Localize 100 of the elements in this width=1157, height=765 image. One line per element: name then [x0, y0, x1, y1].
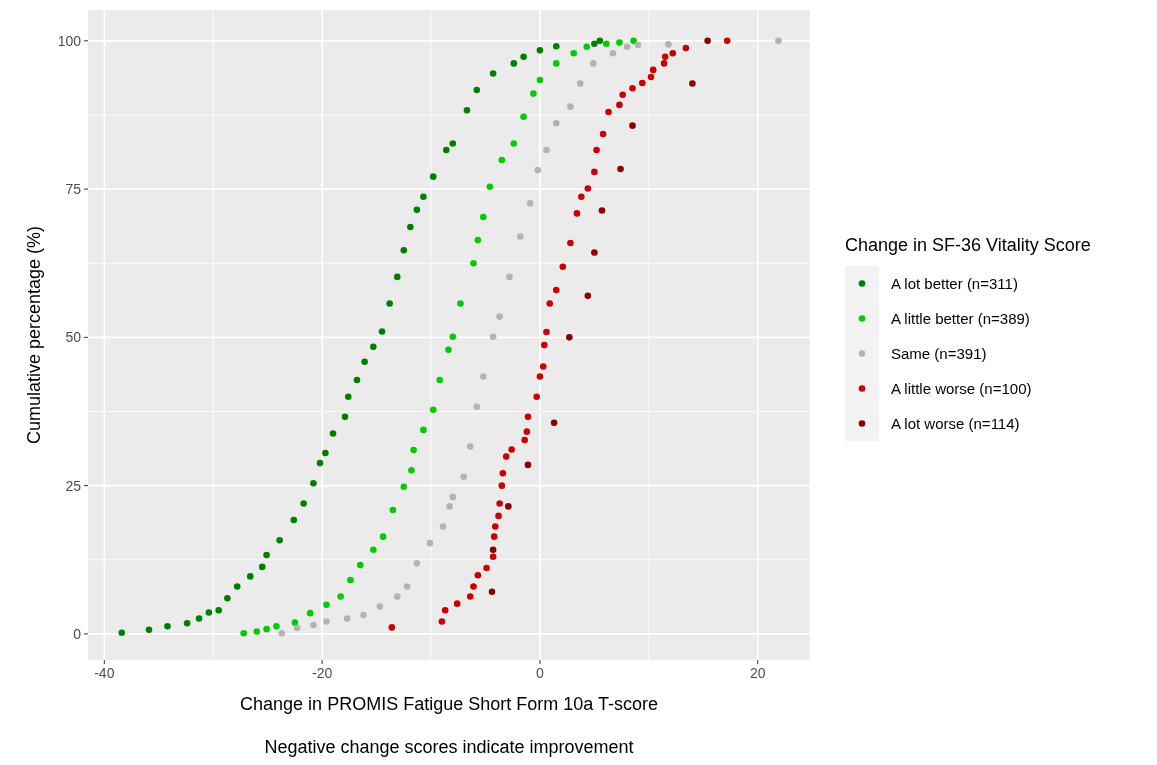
point — [322, 449, 329, 457]
point — [486, 183, 494, 191]
point — [599, 130, 607, 138]
point — [263, 625, 270, 633]
point — [498, 482, 506, 489]
point — [505, 503, 512, 510]
point — [466, 593, 474, 600]
point — [410, 446, 417, 454]
point — [609, 49, 617, 57]
point — [276, 536, 283, 544]
point — [530, 90, 537, 97]
point — [617, 165, 624, 173]
y-axis-title: Cumulative percentage (%) — [24, 225, 44, 445]
point — [436, 376, 444, 384]
point — [567, 239, 574, 247]
point — [583, 43, 591, 51]
point — [273, 622, 280, 630]
point — [546, 300, 554, 307]
y-tick-label: 25 — [65, 477, 82, 494]
point — [552, 286, 560, 294]
point — [647, 73, 655, 81]
point — [539, 363, 547, 370]
point — [400, 246, 408, 254]
point — [449, 333, 457, 341]
point — [306, 609, 314, 617]
point — [669, 49, 677, 57]
legend-label: A lot worse (n=114) — [891, 414, 1020, 432]
point — [499, 469, 507, 477]
point — [441, 606, 449, 614]
point — [263, 551, 270, 559]
point — [591, 40, 598, 48]
x-tick-label: -20 — [312, 665, 333, 681]
point — [347, 576, 354, 584]
point — [584, 292, 592, 300]
point — [526, 200, 534, 207]
point — [473, 403, 481, 411]
point — [566, 334, 573, 341]
point — [215, 606, 222, 614]
point — [316, 459, 324, 467]
point — [445, 346, 452, 354]
point — [533, 393, 540, 400]
point — [619, 91, 626, 99]
point — [616, 101, 623, 109]
legend-label: A little better (n=389) — [891, 309, 1030, 327]
point — [438, 618, 446, 625]
point — [420, 193, 427, 201]
point — [573, 210, 581, 217]
point — [337, 593, 344, 600]
legend-label: A little worse (n=100) — [891, 379, 1032, 397]
point — [353, 376, 361, 384]
point — [446, 503, 453, 510]
y-tick-label: 100 — [57, 32, 82, 49]
point — [543, 146, 550, 154]
point — [523, 428, 531, 435]
point — [639, 79, 646, 87]
point — [378, 328, 386, 335]
point — [379, 533, 387, 540]
point — [449, 493, 457, 501]
point — [584, 185, 592, 192]
point — [323, 601, 330, 609]
point — [413, 560, 421, 567]
point — [496, 500, 503, 507]
point — [376, 603, 384, 610]
point — [449, 140, 457, 147]
point — [457, 300, 464, 307]
point — [510, 60, 518, 67]
point — [591, 249, 598, 256]
point — [470, 583, 477, 590]
point — [323, 618, 330, 625]
point — [463, 106, 471, 114]
point — [510, 140, 518, 147]
x-axis-title: Change in PROMIS Fatigue Short Form 10a T-score — [240, 694, 658, 714]
point — [591, 168, 598, 176]
legend-label: Same (n=391) — [891, 344, 987, 362]
point — [439, 523, 447, 530]
point — [413, 206, 421, 214]
point — [524, 461, 532, 469]
point — [370, 343, 377, 351]
text: Negative change scores indicate improvement — [264, 737, 634, 757]
point — [598, 207, 606, 214]
point — [356, 561, 364, 569]
point — [389, 506, 397, 514]
point — [442, 146, 450, 154]
point — [578, 193, 585, 201]
point — [596, 37, 604, 45]
point — [589, 60, 597, 67]
point — [470, 259, 477, 267]
point — [552, 60, 560, 67]
point — [490, 533, 498, 540]
point — [145, 626, 153, 634]
point — [576, 80, 584, 87]
point — [360, 611, 367, 619]
legend-label: A lot better (n=311) — [891, 274, 1018, 292]
point — [593, 146, 600, 154]
point — [344, 393, 352, 400]
point — [426, 539, 434, 547]
point — [495, 512, 502, 520]
point — [616, 39, 623, 46]
point — [488, 588, 496, 596]
x-tick-label: -40 — [94, 665, 115, 681]
